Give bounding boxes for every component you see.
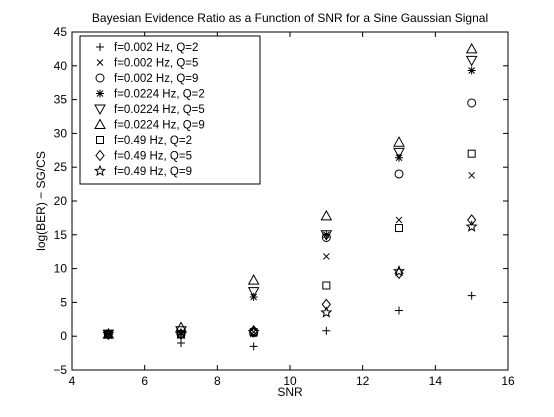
legend-label: f=0.002 Hz, Q=9 bbox=[114, 73, 198, 85]
legend-marker-plus bbox=[96, 43, 104, 51]
y-tick-label: 20 bbox=[54, 194, 68, 208]
data-point-asterisk bbox=[104, 330, 113, 339]
legend-marker-x bbox=[96, 59, 104, 66]
data-point-triangle-up bbox=[393, 136, 405, 147]
data-point-plus bbox=[249, 342, 258, 351]
legend-marker-star bbox=[93, 164, 107, 177]
data-point-star bbox=[320, 306, 333, 318]
data-point-star bbox=[465, 220, 478, 232]
data-point-asterisk bbox=[177, 328, 185, 337]
x-tick-label: 6 bbox=[141, 374, 148, 388]
legend-label: f=0.002 Hz, Q=5 bbox=[114, 58, 198, 70]
y-tick-label: 35 bbox=[54, 93, 68, 107]
x-tick-label: 12 bbox=[356, 374, 370, 388]
data-point-diamond bbox=[467, 214, 477, 226]
data-point-triangle-down bbox=[320, 230, 333, 241]
y-tick-label: 15 bbox=[54, 228, 68, 242]
x-tick-label: 4 bbox=[69, 374, 76, 388]
y-tick-label: 0 bbox=[60, 329, 67, 343]
y-tick-label: 30 bbox=[54, 126, 68, 140]
data-point-plus bbox=[177, 338, 185, 347]
legend-marker-triangle-down bbox=[94, 104, 106, 116]
legend-marker-diamond bbox=[95, 149, 105, 162]
data-point-x bbox=[322, 253, 330, 260]
data-point-star bbox=[174, 327, 188, 340]
x-tick-label: 8 bbox=[214, 374, 221, 388]
data-point-triangle-down bbox=[465, 55, 478, 67]
data-point-diamond bbox=[249, 324, 259, 337]
data-point-plus bbox=[467, 291, 476, 300]
tick-labels: 4 6 8 10 12 14 16 −5 0 5 10 15 20 25 30 35 40 45 bbox=[53, 25, 515, 388]
data-point-triangle-up bbox=[247, 274, 260, 285]
legend-label: f=0.0224 Hz, Q=5 bbox=[114, 104, 205, 116]
y-tick-label: 5 bbox=[60, 295, 67, 309]
data-point-diamond bbox=[321, 298, 331, 311]
legend-box bbox=[79, 35, 261, 185]
data-point-triangle-up bbox=[320, 209, 333, 221]
legend-label: f=0.49 Hz, Q=5 bbox=[114, 151, 192, 163]
data-point-asterisk bbox=[322, 230, 331, 239]
x-tick-label: 14 bbox=[429, 374, 443, 388]
data-point-plus bbox=[395, 306, 403, 315]
legend-label: f=0.0224 Hz, Q=2 bbox=[114, 89, 205, 101]
data-point-circle bbox=[394, 169, 404, 179]
data-point-square bbox=[322, 281, 331, 290]
data-point-square bbox=[395, 224, 403, 233]
y-tick-label: 45 bbox=[54, 25, 68, 39]
y-tick-label: 40 bbox=[54, 59, 68, 73]
legend-marker-triangle-up bbox=[94, 118, 106, 129]
data-point-star bbox=[392, 264, 406, 277]
legend-marker-square bbox=[96, 136, 104, 144]
data-point-plus bbox=[322, 326, 331, 335]
data-point-triangle-up bbox=[175, 321, 187, 332]
y-tick-label: −5 bbox=[53, 363, 67, 377]
x-tick-label: 10 bbox=[283, 374, 297, 388]
y-tick-label: 25 bbox=[54, 160, 68, 174]
data-point-asterisk bbox=[467, 66, 476, 75]
data-point-triangle-up bbox=[465, 42, 478, 54]
y-axis-title: log(BER) − SG/CS bbox=[34, 151, 48, 251]
legend: f=0.002 Hz, Q=2 f=0.002 Hz, Q=5 f=0.002 Hz… bbox=[79, 35, 261, 185]
data-points bbox=[102, 42, 478, 351]
data-point-triangle-down bbox=[393, 147, 405, 159]
y-tick-label: 10 bbox=[54, 262, 68, 276]
data-point-x bbox=[395, 216, 403, 224]
legend-marker-circle bbox=[95, 73, 105, 83]
data-point-triangle-down bbox=[247, 287, 260, 298]
data-point-x bbox=[468, 171, 476, 179]
legend-marker-asterisk bbox=[96, 89, 104, 98]
legend-label: f=0.002 Hz, Q=2 bbox=[114, 42, 198, 54]
legend-label: f=0.49 Hz, Q=9 bbox=[114, 166, 192, 178]
data-point-circle bbox=[467, 98, 477, 108]
legend-label: f=0.0224 Hz, Q=9 bbox=[114, 120, 205, 132]
x-axis-title: SNR bbox=[277, 385, 303, 399]
legend-label: f=0.49 Hz, Q=2 bbox=[114, 135, 192, 147]
data-point-star bbox=[102, 327, 115, 340]
chart-title: Bayesian Evidence Ratio as a Function of… bbox=[92, 11, 488, 25]
data-point-square bbox=[467, 149, 476, 158]
data-point-star bbox=[247, 325, 260, 338]
x-tick-label: 16 bbox=[501, 374, 515, 388]
